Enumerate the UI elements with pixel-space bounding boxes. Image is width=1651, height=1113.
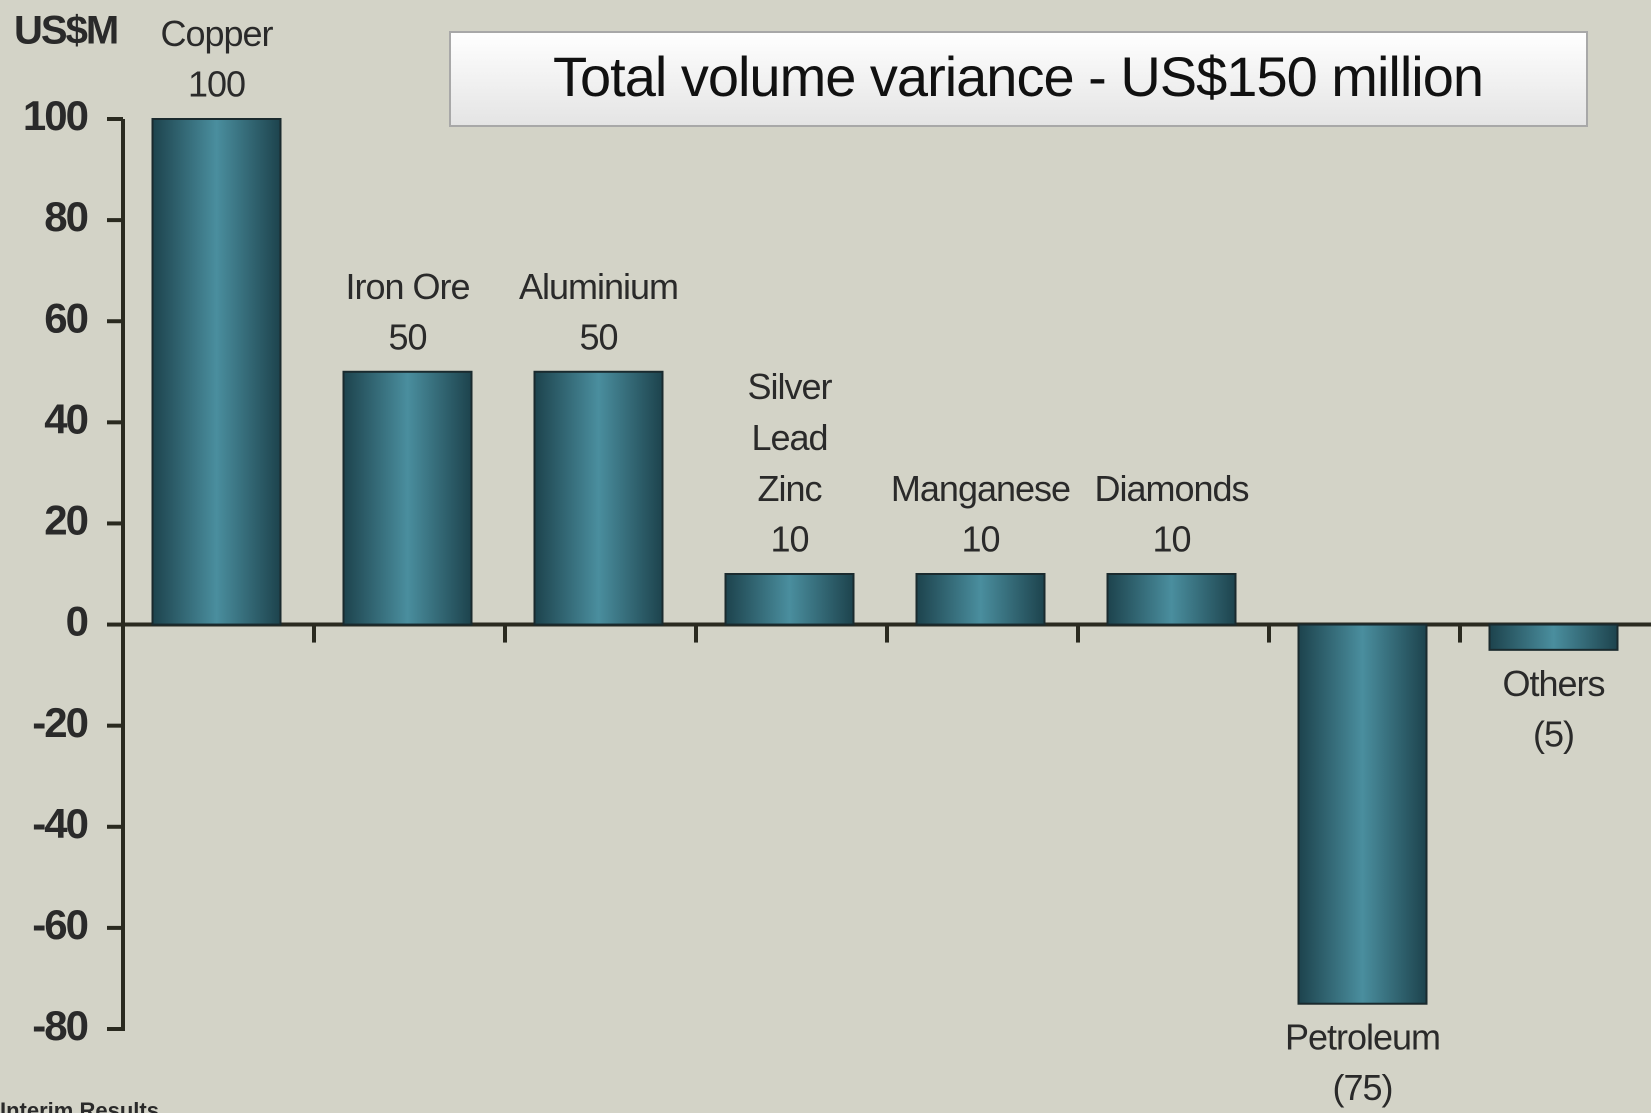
category-label: Others <box>1502 662 1604 703</box>
bar <box>1297 623 1428 1005</box>
title-box <box>449 31 1588 127</box>
y-tick-label: -60 <box>32 901 87 948</box>
y-tick-label: 100 <box>23 92 88 139</box>
category-label: Iron Ore <box>345 265 469 306</box>
category-label: Silver Lead Zinc <box>747 366 832 509</box>
category-label: Copper <box>160 13 273 54</box>
bar <box>533 370 664 626</box>
value-label: 10 <box>1152 519 1190 560</box>
category-label: Petroleum <box>1285 1016 1440 1057</box>
y-axis-label: US$M <box>14 9 117 53</box>
bar <box>151 118 282 626</box>
y-tick-label: 40 <box>44 395 87 442</box>
bar <box>1488 623 1619 651</box>
category-label: Diamonds <box>1094 468 1248 509</box>
category-label: Manganese <box>891 468 1070 509</box>
y-tick-label: 60 <box>44 294 87 341</box>
value-label: 50 <box>579 316 617 357</box>
value-label: (5) <box>1533 713 1574 754</box>
y-tick-label: 80 <box>44 193 87 240</box>
value-label: 50 <box>388 316 426 357</box>
value-label: 10 <box>770 519 808 560</box>
bar <box>724 573 855 626</box>
y-tick-label: 20 <box>44 497 87 544</box>
value-label: 10 <box>961 519 999 560</box>
y-tick-label: 0 <box>66 598 88 645</box>
value-label: (75) <box>1332 1067 1392 1108</box>
bar <box>915 573 1046 626</box>
y-tick-label: -20 <box>32 699 87 746</box>
bar <box>342 370 473 626</box>
category-label: Aluminium <box>519 265 678 306</box>
value-label: 100 <box>188 64 245 105</box>
chart-title: Total volume variance - US$150 million <box>553 45 1483 108</box>
footer: Interim Results <box>0 1098 159 1113</box>
y-tick-label: -80 <box>32 1002 87 1049</box>
bar <box>1106 573 1237 626</box>
y-tick-label: -40 <box>32 800 87 847</box>
